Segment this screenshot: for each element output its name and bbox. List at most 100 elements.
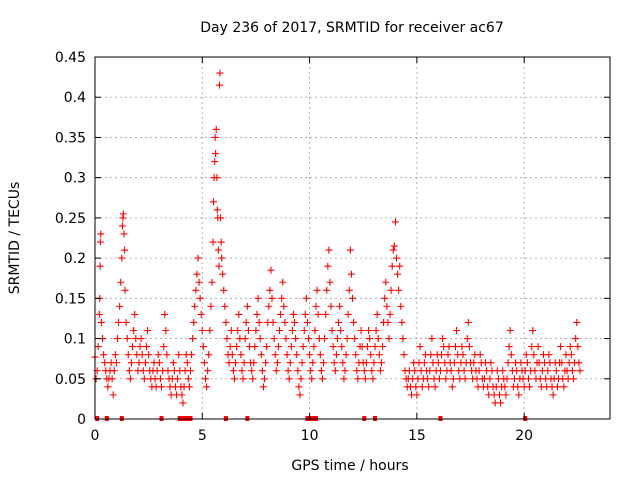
data-point	[262, 359, 270, 367]
data-point	[324, 262, 332, 270]
data-point	[399, 335, 407, 343]
data-point	[248, 367, 256, 375]
data-point	[557, 343, 565, 351]
data-point	[425, 383, 433, 391]
data-point	[303, 318, 311, 326]
data-point	[368, 367, 376, 375]
data-point	[427, 351, 435, 359]
x-tick-label: 5	[198, 428, 207, 444]
data-point	[503, 375, 511, 383]
data-point	[447, 367, 455, 375]
data-point	[308, 375, 316, 383]
data-point	[222, 318, 230, 326]
data-point	[372, 327, 380, 335]
data-point	[215, 81, 223, 89]
data-point	[428, 335, 436, 343]
data-point	[375, 351, 383, 359]
x-tick-label: 20	[515, 428, 533, 444]
data-point	[292, 335, 300, 343]
data-point	[325, 246, 333, 254]
data-point	[286, 359, 294, 367]
data-point	[570, 375, 578, 383]
data-point	[183, 359, 191, 367]
data-point	[310, 343, 318, 351]
data-point	[211, 158, 219, 166]
data-point	[175, 351, 183, 359]
data-point	[317, 367, 325, 375]
data-point	[436, 367, 444, 375]
data-point	[362, 359, 370, 367]
data-point	[502, 391, 510, 399]
data-point	[141, 359, 149, 367]
data-point	[450, 359, 458, 367]
data-point	[124, 351, 132, 359]
data-point	[237, 351, 245, 359]
data-point	[163, 351, 171, 359]
data-point	[121, 246, 129, 254]
data-point	[179, 399, 187, 407]
data-point	[326, 278, 334, 286]
data-point	[112, 359, 120, 367]
data-point	[435, 375, 443, 383]
data-point	[94, 343, 102, 351]
data-point	[349, 294, 356, 302]
data-point	[297, 375, 305, 383]
data-point	[464, 318, 472, 326]
data-point	[191, 302, 199, 310]
data-point	[241, 335, 249, 343]
data-point	[274, 343, 282, 351]
data-point	[300, 327, 308, 335]
data-point	[534, 343, 542, 351]
data-point	[549, 391, 557, 399]
data-point	[250, 359, 258, 367]
data-point	[207, 302, 215, 310]
data-point	[97, 318, 105, 326]
data-point	[96, 262, 104, 270]
data-point	[567, 351, 575, 359]
data-point	[321, 335, 329, 343]
data-point	[211, 133, 219, 141]
data-point	[270, 335, 278, 343]
data-point	[499, 367, 507, 375]
data-point	[101, 359, 109, 367]
data-point	[206, 327, 214, 335]
data-point	[194, 254, 202, 262]
data-point	[279, 278, 287, 286]
data-point	[573, 318, 581, 326]
data-point	[400, 351, 408, 359]
data-point	[256, 335, 264, 343]
data-point	[339, 359, 347, 367]
data-point	[418, 383, 426, 391]
data-point	[227, 327, 235, 335]
y-tick-label: 0.45	[55, 50, 86, 66]
data-point	[285, 375, 293, 383]
data-point	[313, 286, 321, 294]
data-point	[322, 310, 330, 318]
data-point	[212, 125, 220, 133]
data-point	[235, 310, 243, 318]
data-point	[116, 302, 124, 310]
data-point	[263, 343, 271, 351]
data-point	[199, 343, 207, 351]
data-point	[367, 351, 375, 359]
data-point	[249, 375, 257, 383]
data-point	[130, 327, 138, 335]
data-point	[174, 375, 182, 383]
data-point	[111, 351, 119, 359]
data-point	[398, 318, 406, 326]
data-point	[350, 318, 358, 326]
data-point	[366, 335, 374, 343]
data-point	[526, 383, 534, 391]
data-point	[138, 351, 146, 359]
data-point	[277, 310, 285, 318]
data-point	[252, 327, 260, 335]
data-point	[114, 335, 122, 343]
data-point	[162, 327, 170, 335]
data-point	[193, 270, 201, 278]
data-point	[460, 367, 468, 375]
data-point	[212, 150, 220, 158]
data-point	[100, 351, 108, 359]
data-point	[392, 254, 400, 262]
data-point	[307, 367, 315, 375]
data-point	[374, 335, 382, 343]
